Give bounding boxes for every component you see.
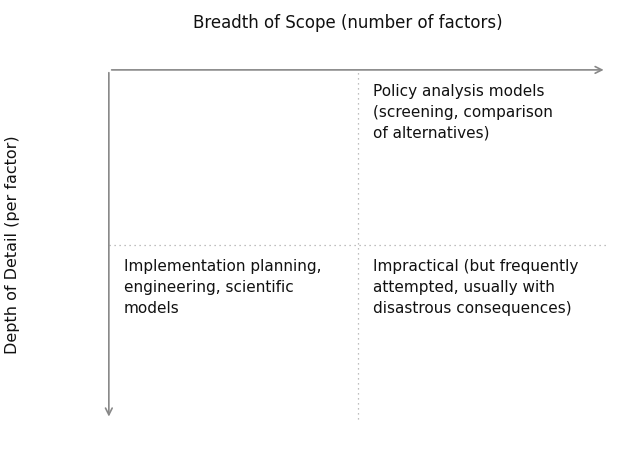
Text: Implementation planning,
engineering, scientific
models: Implementation planning, engineering, sc… [124, 259, 322, 315]
Text: Policy analysis models
(screening, comparison
of alternatives): Policy analysis models (screening, compa… [373, 84, 552, 141]
Text: Depth of Detail (per factor): Depth of Detail (per factor) [5, 135, 20, 354]
Text: Breadth of Scope (number of factors): Breadth of Scope (number of factors) [193, 14, 503, 32]
Text: Impractical (but frequently
attempted, usually with
disastrous consequences): Impractical (but frequently attempted, u… [373, 259, 578, 315]
